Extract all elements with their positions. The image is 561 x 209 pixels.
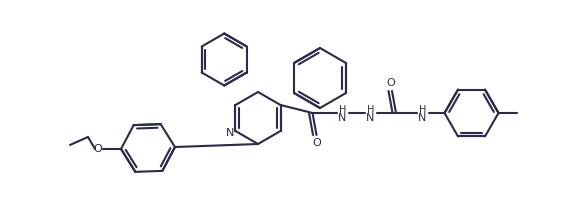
Text: O: O — [94, 144, 103, 154]
Text: H: H — [339, 105, 346, 115]
Text: O: O — [386, 78, 395, 88]
Text: N: N — [366, 113, 375, 123]
Text: N: N — [338, 113, 347, 123]
Text: O: O — [312, 138, 321, 148]
Text: N: N — [226, 127, 234, 138]
Text: N: N — [419, 113, 427, 123]
Text: H: H — [419, 105, 426, 115]
Text: H: H — [367, 105, 374, 115]
